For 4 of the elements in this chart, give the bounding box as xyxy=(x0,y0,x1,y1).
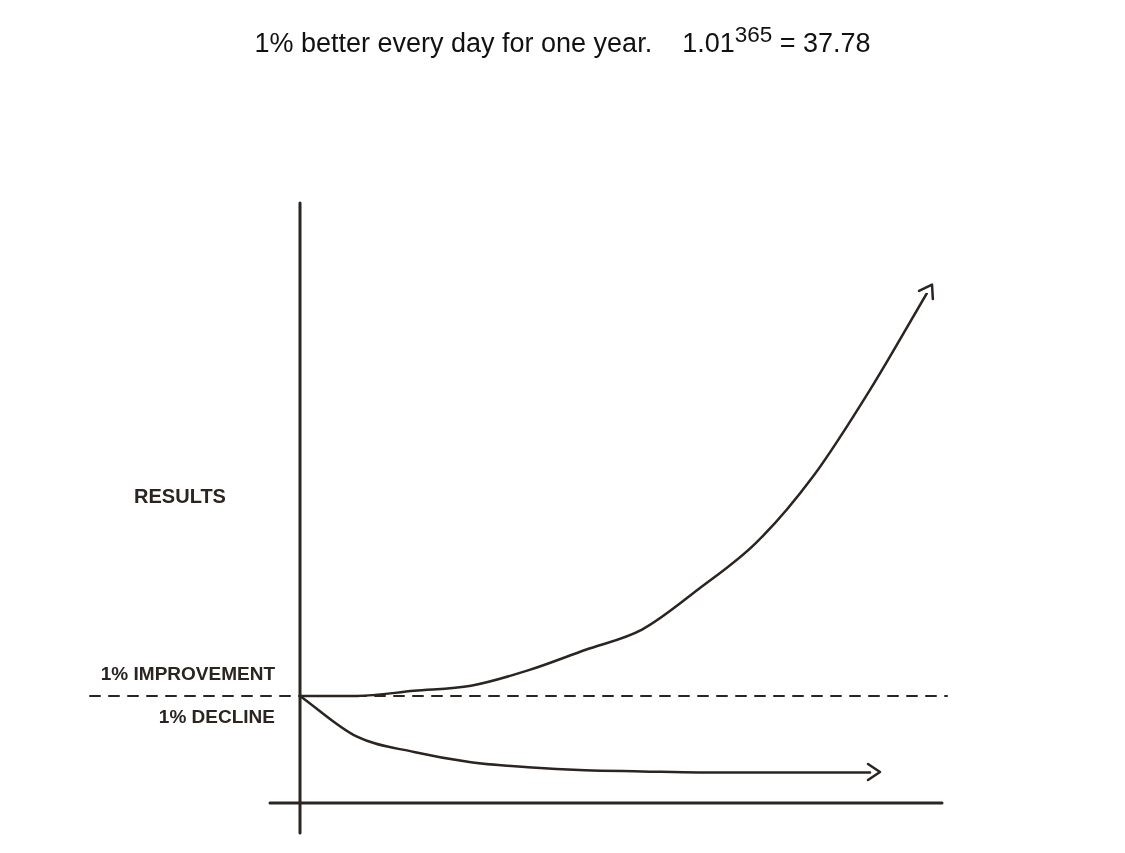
y-axis-title: RESULTS xyxy=(134,484,226,507)
series-label: 1% IMPROVEMENT xyxy=(100,662,276,684)
chart-title: 1% better every day for one year. 1.01$^{365}$ = 37.78 xyxy=(253,21,872,60)
series-label: 1% DECLINE xyxy=(158,705,275,727)
